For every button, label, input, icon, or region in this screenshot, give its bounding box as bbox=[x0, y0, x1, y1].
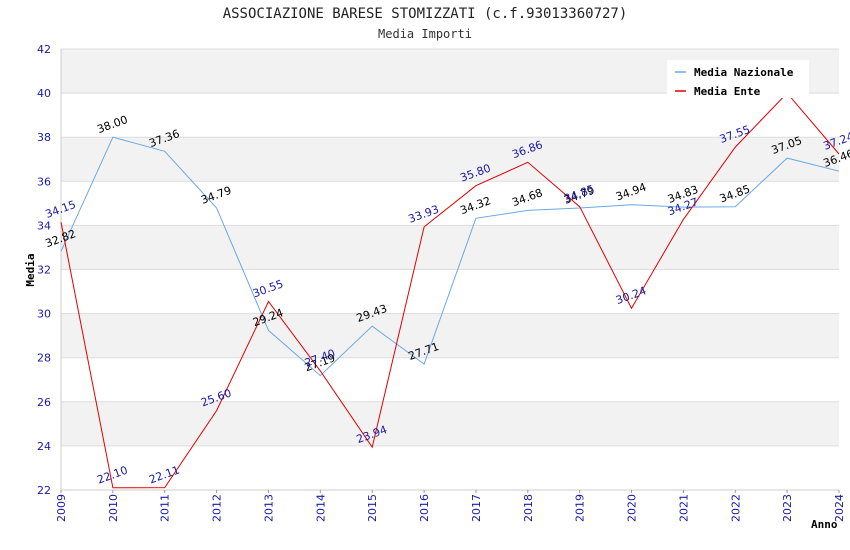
data-label: 33.93 bbox=[407, 203, 441, 226]
y-tick-label: 26 bbox=[37, 396, 51, 409]
y-tick-label: 36 bbox=[37, 175, 51, 188]
x-tick-label: 2021 bbox=[677, 494, 690, 522]
y-tick-label: 28 bbox=[37, 352, 51, 365]
data-label: 34.32 bbox=[459, 194, 493, 217]
x-tick-label: 2010 bbox=[107, 494, 120, 522]
data-label: 34.85 bbox=[718, 182, 752, 205]
legend-entry: Media Nazionale bbox=[694, 66, 794, 79]
grid-band bbox=[61, 313, 839, 358]
x-tick-label: 2019 bbox=[574, 494, 587, 522]
x-tick-label: 2017 bbox=[470, 494, 483, 522]
y-tick-label: 22 bbox=[37, 484, 51, 497]
data-label: 30.24 bbox=[614, 284, 648, 307]
x-tick-label: 2023 bbox=[781, 494, 794, 522]
y-tick-label: 38 bbox=[37, 131, 51, 144]
chart-title: ASSOCIAZIONE BARESE STOMIZZATI (c.f.9301… bbox=[222, 6, 628, 22]
x-tick-label: 2018 bbox=[522, 494, 535, 522]
x-tick-label: 2011 bbox=[159, 494, 172, 522]
y-tick-label: 34 bbox=[37, 219, 51, 232]
x-tick-label: 2016 bbox=[418, 494, 431, 522]
grid-band bbox=[61, 225, 839, 270]
legend-box bbox=[667, 60, 809, 98]
x-tick-label: 2013 bbox=[262, 494, 275, 522]
data-label: 38.00 bbox=[95, 113, 129, 136]
x-tick-label: 2009 bbox=[55, 494, 68, 522]
y-tick-label: 42 bbox=[37, 43, 51, 56]
grid-band bbox=[61, 401, 839, 446]
series-line-media-nazionale bbox=[60, 136, 840, 377]
y-tick-label: 24 bbox=[37, 440, 51, 453]
legend-entry: Media Ente bbox=[694, 85, 761, 98]
y-axis-label: Media bbox=[24, 253, 37, 286]
data-label: 30.55 bbox=[251, 277, 285, 300]
x-tick-label: 2014 bbox=[314, 494, 327, 522]
y-tick-label: 40 bbox=[37, 87, 51, 100]
data-label: 34.79 bbox=[199, 184, 233, 207]
data-label: 34.68 bbox=[510, 186, 544, 209]
x-tick-label: 2024 bbox=[833, 494, 846, 522]
x-tick-label: 2015 bbox=[366, 494, 379, 522]
x-axis-label: Anno bbox=[811, 518, 838, 531]
grid-band bbox=[61, 137, 839, 182]
series-line-media-ente bbox=[60, 92, 840, 489]
data-label: 22.11 bbox=[147, 463, 181, 486]
x-tick-label: 2020 bbox=[626, 494, 639, 522]
y-tick-label: 30 bbox=[37, 308, 51, 321]
y-tick-label: 32 bbox=[37, 264, 51, 277]
x-tick-label: 2022 bbox=[729, 494, 742, 522]
chart-subtitle: Media Importi bbox=[378, 27, 472, 41]
x-tick-label: 2012 bbox=[211, 494, 224, 522]
data-label: 34.94 bbox=[614, 181, 648, 204]
